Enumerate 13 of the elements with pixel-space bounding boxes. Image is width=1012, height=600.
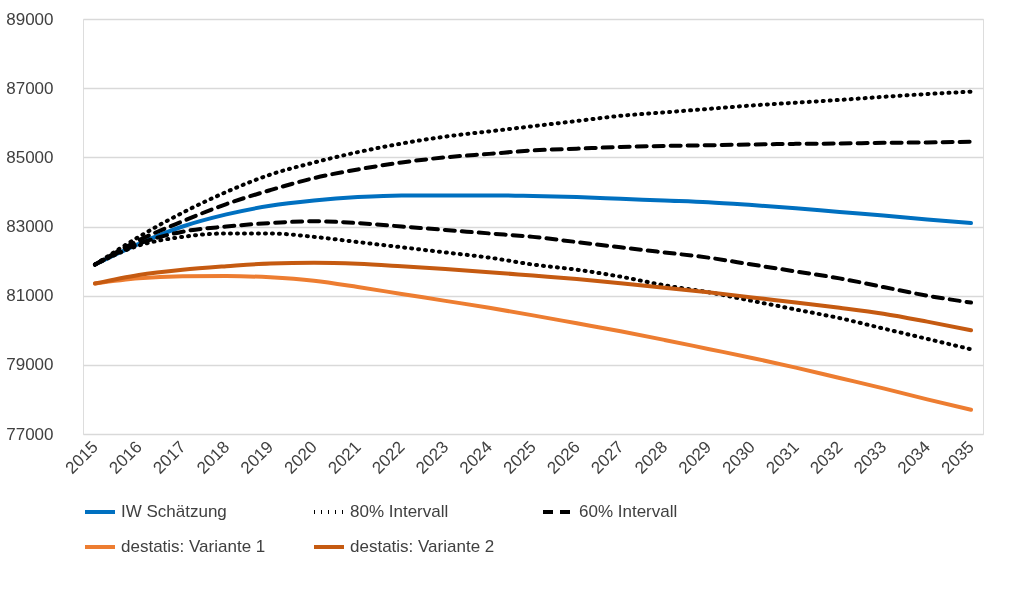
legend-label: 80% Intervall (350, 502, 449, 521)
y-tick-label: 85000 (6, 147, 54, 167)
y-tick-label: 79000 (6, 355, 54, 375)
legend-label: 60% Intervall (579, 502, 678, 521)
y-tick-label: 81000 (6, 286, 54, 306)
y-tick-label: 83000 (6, 217, 54, 236)
legend-label: IW Schätzung (121, 502, 227, 521)
legend-label: destatis: Variante 1 (121, 537, 266, 556)
y-tick-label: 89000 (6, 9, 54, 29)
line-series (93, 260, 973, 333)
y-tick-label: 87000 (6, 78, 54, 98)
y-tick-label: 77000 (6, 424, 54, 444)
legend-label: destatis: Variante 2 (350, 537, 495, 556)
